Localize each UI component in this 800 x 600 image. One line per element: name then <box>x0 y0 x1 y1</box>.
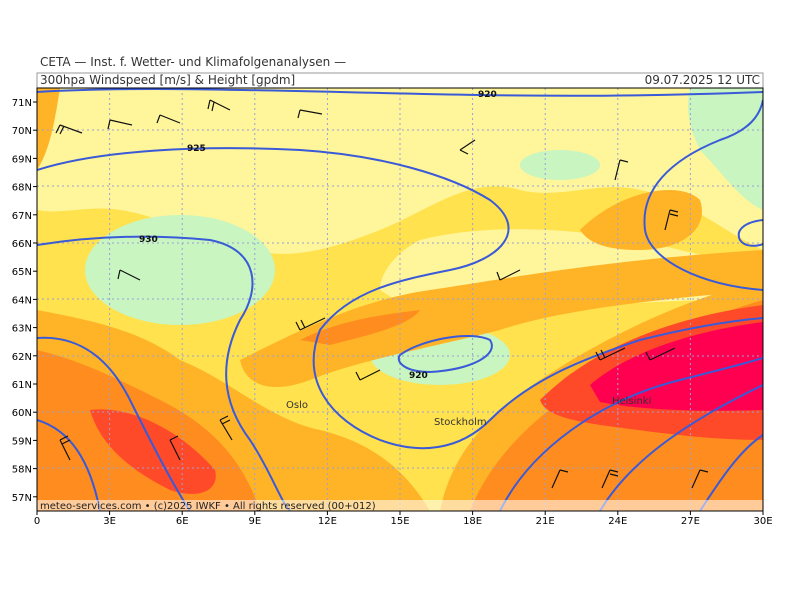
header-org: CETA — Inst. f. Wetter- und Klimafolgena… <box>40 55 346 69</box>
lat-label: 65N <box>12 267 32 278</box>
city-label: Helsinki <box>612 396 651 407</box>
lat-label: 67N <box>12 211 32 222</box>
map-fields: 920 925 930 920 Oslo Stockholm Helsinki … <box>37 88 763 512</box>
lat-label: 57N <box>12 493 32 504</box>
contour-label: 930 <box>139 235 158 245</box>
lat-label: 62N <box>12 352 32 363</box>
contour-label: 920 <box>409 371 428 381</box>
lat-label: 59N <box>12 436 32 447</box>
wind-barbs <box>55 99 709 489</box>
lon-label: 18E <box>463 516 482 527</box>
lat-label: 69N <box>12 154 32 165</box>
lon-label: 27E <box>681 516 700 527</box>
lat-label: 70N <box>12 126 32 137</box>
lon-label: 9E <box>248 516 261 527</box>
city-label: Oslo <box>286 400 308 411</box>
contour-label: 925 <box>187 144 206 154</box>
axes: 0 3E 6E 9E 12E 15E 18E 21E 24E 27E 30E 71N 70N 69N 68N… <box>12 98 773 527</box>
lon-label: 21E <box>536 516 555 527</box>
header-title: 300hpa Windspeed [m/s] & Height [gpdm] <box>40 73 295 87</box>
footer: meteo-services.com • (c)2025 IWKF • All … <box>40 501 376 512</box>
lat-label: 71N <box>12 98 32 109</box>
lon-label: 0 <box>34 516 40 527</box>
header-date: 09.07.2025 12 UTC <box>645 73 760 87</box>
lat-label: 58N <box>12 465 32 476</box>
lat-label: 63N <box>12 324 32 335</box>
lat-label: 61N <box>12 380 32 391</box>
lon-label: 30E <box>753 516 772 527</box>
lat-label: 66N <box>12 239 32 250</box>
grid <box>37 88 763 511</box>
lat-label: 64N <box>12 295 32 306</box>
lon-label: 3E <box>103 516 116 527</box>
lon-label: 24E <box>608 516 627 527</box>
lon-label: 15E <box>390 516 409 527</box>
lon-label: 6E <box>176 516 189 527</box>
lat-label: 68N <box>12 183 32 194</box>
contour-label: 920 <box>478 90 497 100</box>
lon-label: 12E <box>318 516 337 527</box>
city-label: Stockholm <box>434 417 487 428</box>
height-contours <box>37 88 763 511</box>
lat-label: 60N <box>12 408 32 419</box>
